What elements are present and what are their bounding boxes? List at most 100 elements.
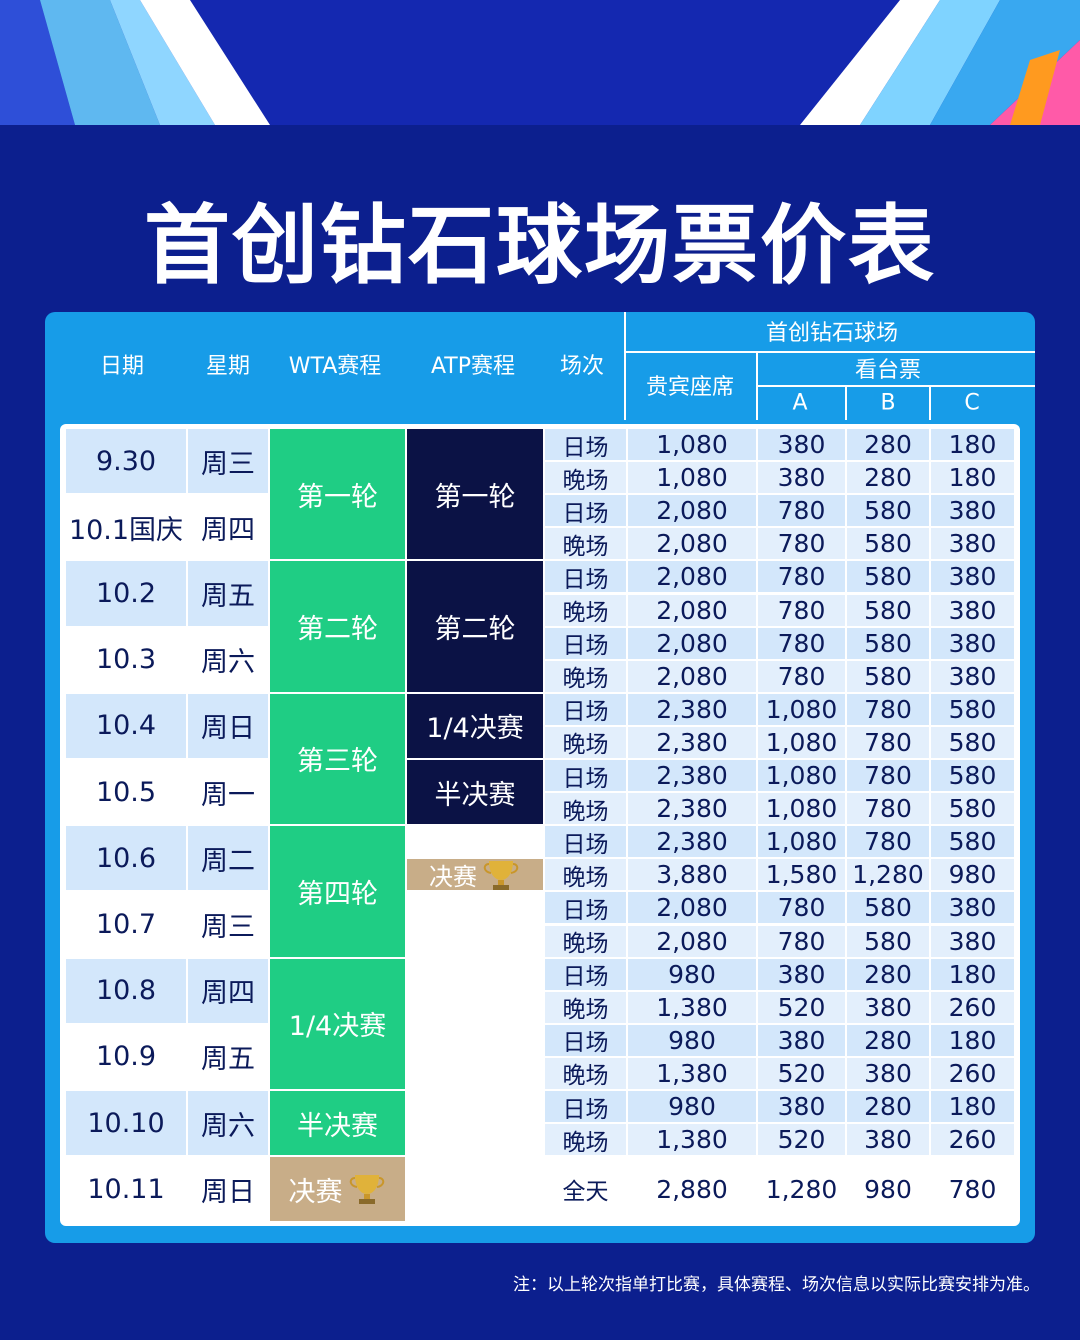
price-cell: 1,080	[628, 429, 756, 461]
price-cell: 980	[628, 958, 756, 990]
price-cell: 2,080	[628, 495, 756, 527]
session-cell: 日场	[545, 892, 626, 924]
weekday-cell: 周三	[188, 892, 268, 957]
price-cell: 2,380	[628, 793, 756, 825]
price-cell: 780	[758, 660, 845, 692]
price-cell: 180	[931, 429, 1014, 461]
header-weekday: 星期	[205, 354, 251, 379]
session-cell: 晚场	[545, 528, 626, 560]
weekday-cell: 周日	[188, 693, 268, 758]
price-cell: 380	[758, 429, 845, 461]
date-cell: 10.8	[66, 958, 186, 1023]
price-cell: 1,380	[628, 991, 756, 1023]
price-cell: 520	[758, 1057, 845, 1089]
atp-round: 第二轮	[407, 561, 543, 692]
price-cell: 180	[931, 958, 1014, 990]
wta-round: 决赛	[270, 1157, 405, 1222]
header-rule	[624, 312, 626, 420]
price-cell: 780	[847, 726, 929, 758]
weekday-cell: 周六	[188, 627, 268, 692]
session-cell: 日场	[545, 693, 626, 725]
header-rule	[929, 386, 931, 420]
price-cell: 580	[847, 528, 929, 560]
price-cell: 580	[931, 726, 1014, 758]
session-cell: 日场	[545, 495, 626, 527]
price-cell: 980	[931, 859, 1014, 891]
header-rule	[845, 386, 847, 420]
price-cell: 780	[758, 925, 845, 957]
price-cell: 2,080	[628, 561, 756, 593]
weekday-cell: 周五	[188, 561, 268, 626]
session-cell: 日场	[545, 958, 626, 990]
date-cell: 10.2	[66, 561, 186, 626]
title: 首创钻石球场票价表	[144, 196, 936, 296]
price-cell: 580	[847, 892, 929, 924]
header-venue: 首创钻石球场	[765, 321, 899, 346]
price-cell: 380	[931, 892, 1014, 924]
price-cell: 260	[931, 1124, 1014, 1156]
price-cell: 180	[931, 1091, 1014, 1123]
price-cell: 2,080	[628, 594, 756, 626]
price-cell: 1,080	[758, 826, 845, 858]
wta-round: 半决赛	[270, 1091, 405, 1156]
weekday-cell: 周日	[188, 1157, 268, 1222]
price-cell: 280	[847, 958, 929, 990]
price-cell: 2,080	[628, 892, 756, 924]
price-cell: 1,580	[758, 859, 845, 891]
session-cell: 全天	[545, 1157, 626, 1222]
header-rule	[757, 385, 1035, 387]
price-cell: 580	[847, 495, 929, 527]
price-cell: 780	[931, 1157, 1014, 1222]
price-cell: 780	[758, 528, 845, 560]
header-a: A	[792, 390, 808, 416]
price-cell: 580	[847, 594, 929, 626]
session-cell: 日场	[545, 1091, 626, 1123]
price-cell: 380	[758, 462, 845, 494]
top-banner	[0, 0, 1080, 125]
weekday-cell: 周三	[188, 429, 268, 494]
price-cell: 980	[847, 1157, 929, 1222]
session-cell: 晚场	[545, 594, 626, 626]
date-cell: 10.4	[66, 693, 186, 758]
price-cell: 280	[847, 429, 929, 461]
price-cell: 2,880	[628, 1157, 756, 1222]
price-cell: 1,080	[758, 693, 845, 725]
wta-round: 1/4决赛	[270, 958, 405, 1089]
weekday-cell: 周四	[188, 495, 268, 560]
session-cell: 晚场	[545, 859, 626, 891]
header-date: 日期	[99, 354, 145, 379]
session-cell: 日场	[545, 1024, 626, 1056]
price-cell: 520	[758, 1124, 845, 1156]
footnote: 注：以上轮次指单打比赛，具体赛程、场次信息以实际比赛安排为准。	[513, 1275, 1040, 1295]
price-cell: 2,380	[628, 760, 756, 792]
price-cell: 580	[931, 793, 1014, 825]
price-cell: 780	[758, 561, 845, 593]
price-cell: 1,080	[758, 793, 845, 825]
price-cell: 2,380	[628, 693, 756, 725]
price-cell: 260	[931, 1057, 1014, 1089]
price-cell: 380	[931, 528, 1014, 560]
session-cell: 晚场	[545, 726, 626, 758]
date-cell: 9.30	[66, 429, 186, 494]
banner-decoration	[0, 0, 1080, 125]
price-cell: 580	[847, 627, 929, 659]
price-cell: 2,080	[628, 925, 756, 957]
price-cell: 280	[847, 1091, 929, 1123]
session-cell: 日场	[545, 760, 626, 792]
price-cell: 380	[931, 594, 1014, 626]
price-cell: 180	[931, 462, 1014, 494]
price-cell: 780	[847, 693, 929, 725]
session-cell: 晚场	[545, 1057, 626, 1089]
header-wta: WTA赛程	[288, 354, 382, 379]
date-cell: 10.5	[66, 760, 186, 825]
price-cell: 380	[758, 1091, 845, 1123]
price-cell: 580	[931, 760, 1014, 792]
trophy-icon	[349, 1175, 384, 1205]
header-c: C	[964, 390, 980, 416]
header-vip: 贵宾座席	[645, 375, 735, 400]
wta-round: 第一轮	[270, 429, 405, 560]
date-cell: 10.7	[66, 892, 186, 957]
price-cell: 380	[931, 561, 1014, 593]
price-cell: 380	[847, 991, 929, 1023]
trophy-icon	[483, 860, 519, 890]
